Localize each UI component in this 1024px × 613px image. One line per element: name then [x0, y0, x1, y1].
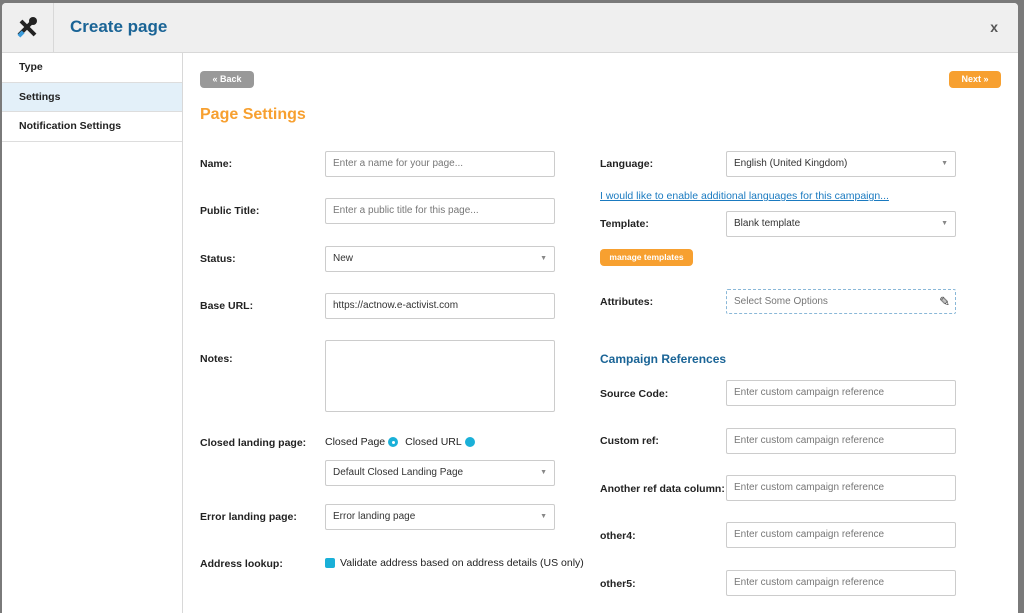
closed-landing-value: Default Closed Landing Page	[333, 467, 464, 478]
template-value: Blank template	[734, 218, 801, 229]
other5-input[interactable]: Enter custom campaign reference	[726, 570, 956, 596]
closed-landing-label: Closed landing page:	[200, 437, 307, 449]
error-landing-select[interactable]: Error landing page ▼	[325, 504, 555, 530]
other4-input[interactable]: Enter custom campaign reference	[726, 522, 956, 548]
double-chevron-right-icon: »	[983, 74, 989, 84]
modal-title: Create page	[70, 17, 168, 36]
status-value: New	[333, 253, 354, 264]
public-title-label: Public Title:	[200, 205, 260, 217]
placeholder: Enter custom campaign reference	[734, 482, 885, 493]
notes-textarea[interactable]	[325, 340, 555, 412]
template-label: Template:	[600, 218, 649, 230]
placeholder: Enter custom campaign reference	[734, 387, 885, 398]
closed-landing-select[interactable]: Default Closed Landing Page ▼	[325, 460, 555, 486]
close-button[interactable]: x	[990, 19, 998, 35]
other5-label: other5:	[600, 578, 636, 590]
other4-label: other4:	[600, 530, 636, 542]
sidebar-item-type[interactable]: Type	[2, 53, 182, 83]
name-label: Name:	[200, 158, 233, 170]
language-label: Language:	[600, 158, 654, 170]
error-landing-value: Error landing page	[333, 511, 416, 522]
source-code-input[interactable]: Enter custom campaign reference	[726, 380, 956, 406]
name-input[interactable]: Enter a name for your page...	[325, 151, 555, 177]
page-title: Page Settings	[200, 106, 306, 123]
tools-icon	[2, 3, 54, 53]
caret-down-icon: ▼	[540, 255, 547, 262]
another-ref-input[interactable]: Enter custom campaign reference	[726, 475, 956, 501]
public-title-input[interactable]: Enter a public title for this page...	[325, 198, 555, 224]
next-label: Next	[961, 74, 981, 84]
another-ref-label: Another ref data column:	[600, 483, 725, 495]
attributes-label: Attributes:	[600, 296, 654, 308]
attributes-multiselect[interactable]: Select Some Options ✎	[726, 289, 956, 314]
status-label: Status:	[200, 253, 236, 265]
base-url-value: https://actnow.e-activist.com	[333, 300, 459, 311]
pencil-icon: ✎	[939, 294, 950, 309]
campaign-references-heading: Campaign References	[600, 352, 727, 366]
back-button[interactable]: « Back	[200, 71, 254, 88]
manage-templates-button[interactable]: manage templates	[600, 249, 693, 266]
closed-page-radio[interactable]	[388, 437, 399, 447]
address-lookup-option: Validate address based on address detail…	[325, 557, 584, 569]
caret-down-icon: ▼	[540, 469, 547, 476]
custom-ref-input[interactable]: Enter custom campaign reference	[726, 428, 956, 454]
base-url-label: Base URL:	[200, 300, 254, 312]
attributes-placeholder: Select Some Options	[734, 296, 828, 307]
custom-ref-label: Custom ref:	[600, 435, 659, 447]
status-select[interactable]: New ▼	[325, 246, 555, 272]
closed-page-option-label: Closed Page	[325, 436, 386, 448]
base-url-input[interactable]: https://actnow.e-activist.com	[325, 293, 555, 319]
modal-header: Create page x	[2, 3, 1018, 53]
public-title-placeholder: Enter a public title for this page...	[333, 205, 479, 216]
error-landing-label: Error landing page:	[200, 511, 297, 523]
sidebar: Type Settings Notification Settings	[2, 53, 183, 613]
enable-languages-link[interactable]: I would like to enable additional langua…	[600, 190, 889, 202]
placeholder: Enter custom campaign reference	[734, 577, 885, 588]
template-select[interactable]: Blank template ▼	[726, 211, 956, 237]
language-value: English (United Kingdom)	[734, 158, 848, 169]
back-label: Back	[220, 74, 242, 84]
sidebar-item-settings[interactable]: Settings	[2, 82, 182, 112]
address-lookup-checkbox[interactable]	[325, 558, 335, 568]
source-code-label: Source Code:	[600, 388, 669, 400]
notes-label: Notes:	[200, 353, 233, 365]
caret-down-icon: ▼	[941, 220, 948, 227]
next-button[interactable]: Next »	[949, 71, 1001, 88]
language-select[interactable]: English (United Kingdom) ▼	[726, 151, 956, 177]
placeholder: Enter custom campaign reference	[734, 435, 885, 446]
address-lookup-checkbox-label: Validate address based on address detail…	[340, 557, 584, 569]
caret-down-icon: ▼	[540, 513, 547, 520]
closed-url-option-label: Closed URL	[405, 436, 462, 448]
sidebar-item-notification-settings[interactable]: Notification Settings	[2, 112, 182, 142]
address-lookup-label: Address lookup:	[200, 558, 283, 570]
caret-down-icon: ▼	[941, 160, 948, 167]
name-placeholder: Enter a name for your page...	[333, 158, 464, 169]
closed-url-radio[interactable]	[464, 437, 475, 447]
double-chevron-left-icon: «	[212, 74, 218, 84]
placeholder: Enter custom campaign reference	[734, 529, 885, 540]
closed-landing-radios: Closed Page Closed URL	[325, 436, 475, 448]
